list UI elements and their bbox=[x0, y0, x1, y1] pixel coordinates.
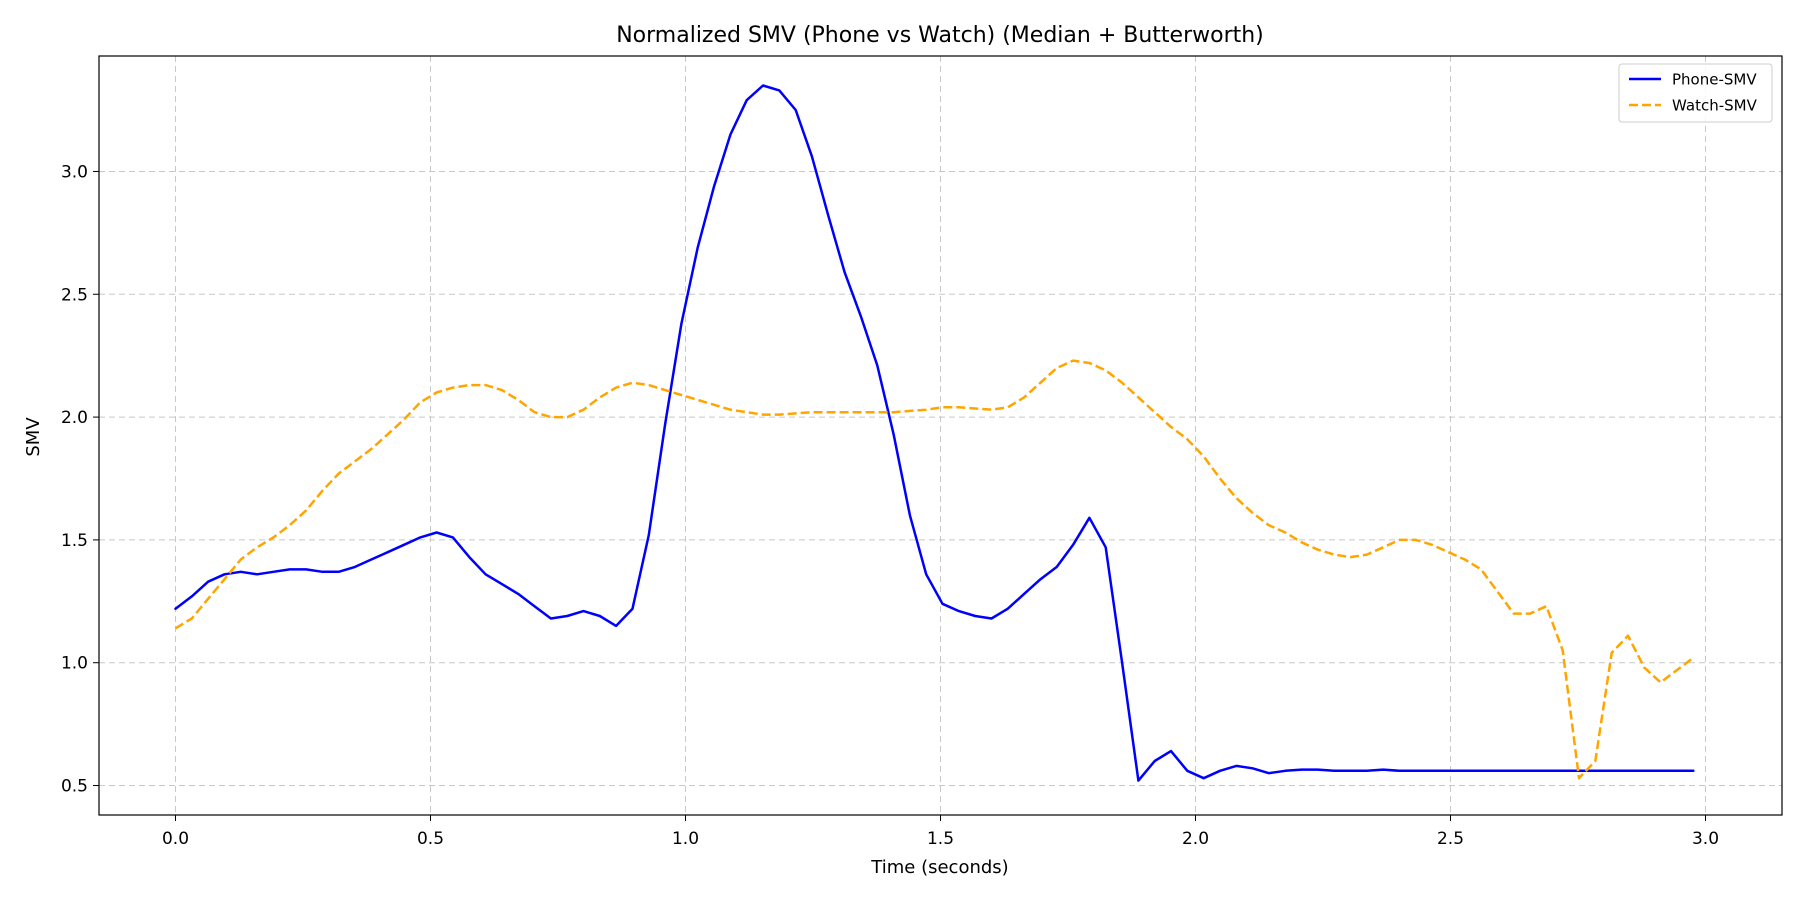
y-axis-label: SMV bbox=[23, 417, 44, 457]
grid-layer bbox=[99, 56, 1782, 815]
y-tick-label: 2.0 bbox=[61, 408, 88, 428]
legend-label-watch: Watch-SMV bbox=[1672, 97, 1758, 115]
y-tick-layer: 0.5 1.0 1.5 2.0 2.5 3.0 bbox=[61, 162, 99, 797]
x-tick-layer: 0.0 0.5 1.0 1.5 2.0 2.5 3.0 bbox=[162, 815, 1719, 849]
y-tick-label: 1.0 bbox=[61, 654, 88, 674]
chart-title: Normalized SMV (Phone vs Watch) (Median … bbox=[616, 23, 1264, 48]
x-tick-label: 2.5 bbox=[1437, 829, 1464, 849]
y-tick-label: 3.0 bbox=[61, 162, 88, 182]
legend-label-phone: Phone-SMV bbox=[1672, 71, 1757, 89]
y-tick-label: 0.5 bbox=[61, 777, 88, 797]
y-tick-label: 1.5 bbox=[61, 531, 88, 551]
x-tick-label: 1.5 bbox=[927, 829, 954, 849]
series-layer bbox=[174, 84, 1695, 782]
x-tick-label: 0.0 bbox=[162, 829, 189, 849]
y-tick-label: 2.5 bbox=[61, 285, 88, 305]
legend: Phone-SMV Watch-SMV bbox=[1618, 63, 1773, 123]
series-line-phone-smv bbox=[174, 84, 1695, 782]
x-tick-label: 0.5 bbox=[417, 829, 444, 849]
x-tick-label: 3.0 bbox=[1692, 829, 1719, 849]
series-line-watch-smv bbox=[174, 359, 1695, 780]
x-tick-label: 2.0 bbox=[1182, 829, 1209, 849]
x-axis-label: Time (seconds) bbox=[870, 857, 1008, 878]
x-tick-label: 1.0 bbox=[672, 829, 699, 849]
